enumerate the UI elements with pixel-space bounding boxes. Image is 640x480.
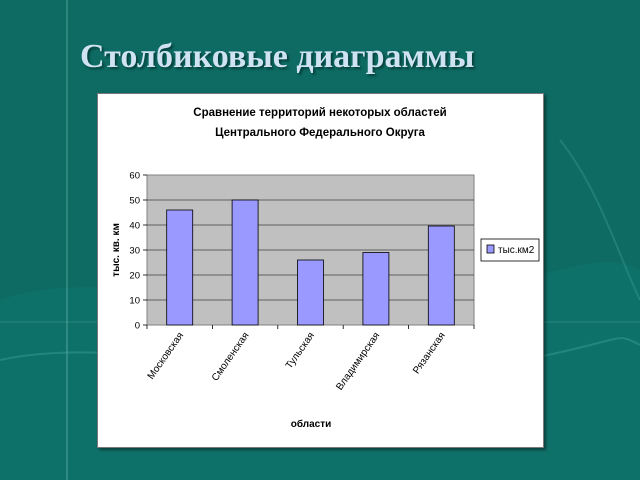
chart-title: Сравнение территорий некоторых областей xyxy=(193,107,446,119)
y-axis-title: тыс. кв. км xyxy=(111,223,122,277)
x-category-label: Тульская xyxy=(284,330,317,371)
grid-lines xyxy=(147,199,474,301)
y-tick-label: 20 xyxy=(129,271,140,282)
y-axis-ticks: 0 10 20 30 40 50 60 xyxy=(129,171,147,332)
bar xyxy=(231,199,259,326)
slide-title: Столбиковые диаграммы xyxy=(80,38,475,75)
bars xyxy=(166,199,455,326)
x-axis-labels: Московская Смоленская Тульская Владимирская… xyxy=(146,325,475,392)
x-category-label: Владимирская xyxy=(334,330,382,392)
bar xyxy=(427,225,455,326)
y-tick-label: 40 xyxy=(129,221,140,232)
y-tick-label: 50 xyxy=(129,196,140,207)
bar xyxy=(166,209,194,326)
bar-chart: Сравнение территорий некоторых областей … xyxy=(111,107,540,430)
y-tick-label: 0 xyxy=(135,321,140,332)
legend-swatch xyxy=(486,244,495,254)
bar xyxy=(362,252,390,326)
y-tick-label: 10 xyxy=(129,296,140,307)
chart-subtitle: Центрального Федерального Округа xyxy=(215,127,425,139)
bar xyxy=(297,259,324,326)
x-category-label: Московская xyxy=(146,330,186,381)
x-category-label: Смоленская xyxy=(210,330,252,383)
legend-label: тыс.км2 xyxy=(498,245,535,256)
legend-box xyxy=(480,238,540,262)
x-category-label: Рязанская xyxy=(411,330,448,376)
x-axis-title: области xyxy=(291,418,332,430)
y-tick-label: 60 xyxy=(129,171,140,182)
legend: тыс.км2 xyxy=(480,238,540,262)
y-tick-label: 30 xyxy=(129,246,140,257)
chart-panel: Сравнение территорий некоторых областей … xyxy=(97,93,544,448)
